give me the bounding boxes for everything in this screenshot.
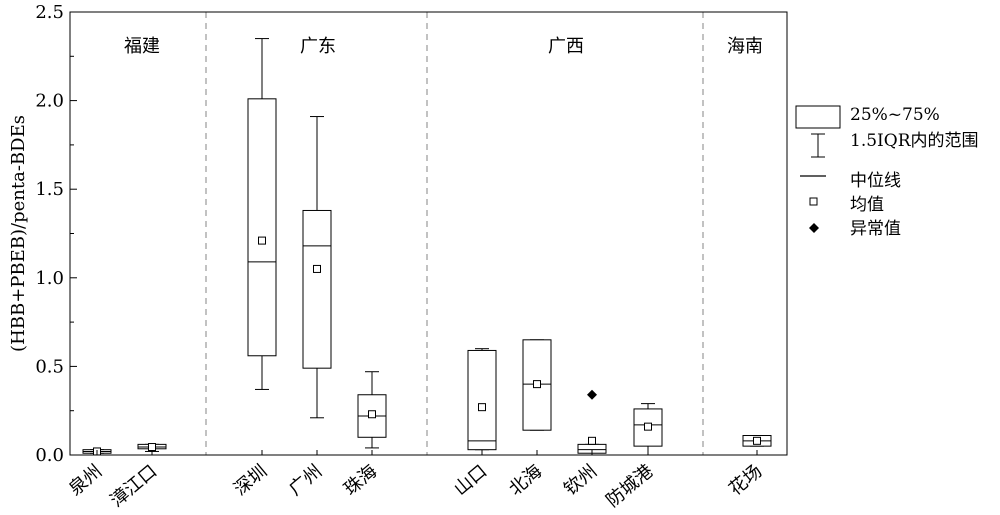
legend-outlier-symbol (809, 223, 819, 233)
y-tick-label: 2.5 (35, 2, 64, 23)
box-iqr (467, 349, 497, 451)
legend-whisker-label: 1.5IQR内的范围 (850, 131, 979, 151)
x-tick-label: 深圳 (230, 461, 271, 500)
outlier-marker (587, 389, 597, 400)
x-tick-label: 花场 (725, 461, 766, 500)
x-tick-label: 珠海 (340, 461, 381, 500)
legend-median-label: 中位线 (850, 171, 901, 191)
legend-box-label: 25%~75% (850, 105, 940, 125)
legend-mean-label: 均值 (850, 195, 884, 215)
y-tick-label: 0.5 (35, 356, 64, 377)
mean-marker (258, 236, 266, 245)
y-tick-label: 1.5 (35, 179, 64, 200)
legend-box-symbol (795, 105, 841, 129)
y-axis-label: (HBB+PBEB)/penta-BDEs (8, 115, 29, 352)
x-tick-label: 广州 (285, 461, 326, 500)
legend-outlier-label: 异常值 (850, 219, 901, 239)
region-label: 广西 (548, 36, 584, 57)
mean-marker (313, 264, 321, 273)
y-tick-label: 1.0 (35, 268, 64, 289)
plot-area (82, 12, 772, 456)
x-tick-label: 山口 (450, 461, 491, 500)
x-tick-label: 防城港 (602, 461, 657, 512)
region-label: 广东 (300, 36, 336, 57)
box-iqr (302, 209, 332, 369)
mean-marker (148, 443, 156, 452)
legend-mean-symbol (809, 197, 818, 206)
mean-marker (588, 436, 596, 445)
region-label: 福建 (124, 36, 160, 57)
x-tick-label: 北海 (505, 461, 546, 500)
x-tick-label: 钦州 (560, 461, 601, 500)
plot-frame (69, 11, 788, 456)
x-tick-label: 漳江口 (106, 461, 161, 512)
x-tick-label: 泉州 (65, 461, 106, 500)
y-tick-label: 2.0 (35, 91, 64, 112)
box-iqr (247, 98, 277, 357)
mean-marker (368, 410, 376, 419)
y-tick-label: 0.0 (35, 445, 64, 466)
mean-marker (533, 380, 541, 389)
mean-marker (753, 436, 761, 445)
mean-marker (644, 422, 652, 431)
y-axis: 0.0 0.5 1.0 1.5 2.0 2.5 (HBB+PBEB)/penta-BDEs (8, 2, 788, 466)
mean-marker (478, 403, 486, 412)
region-label: 海南 (727, 36, 763, 57)
